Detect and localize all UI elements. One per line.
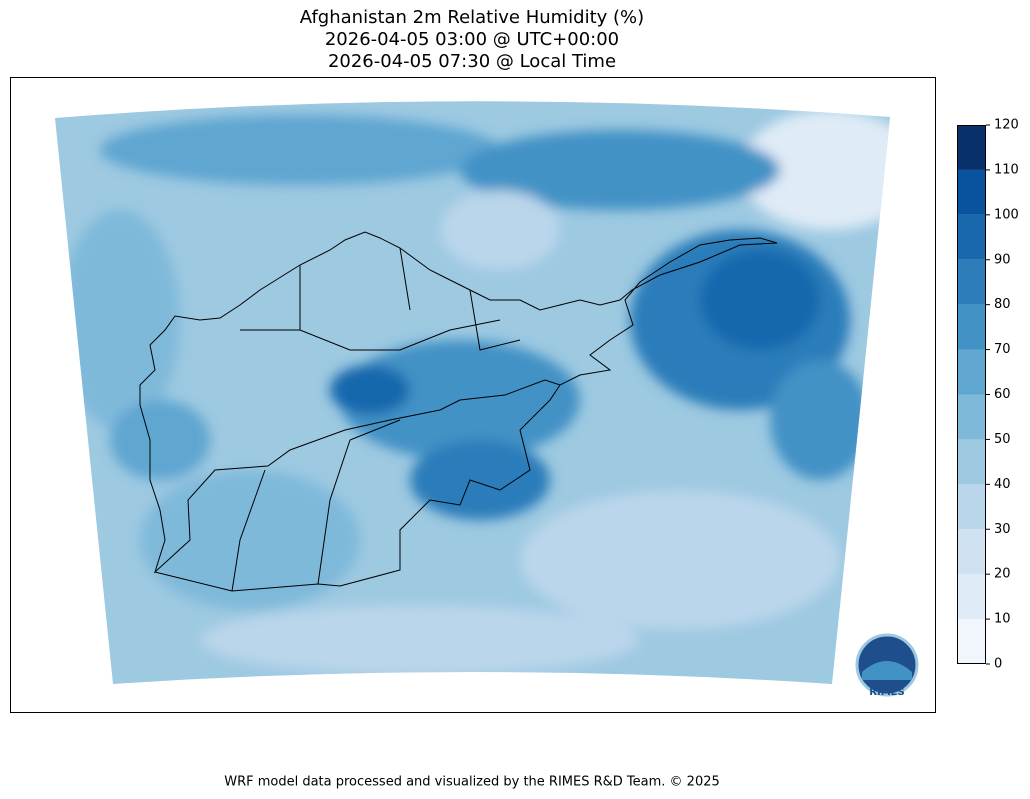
colorbar-band [957, 619, 986, 664]
colorbar-tick-label: 120 [994, 118, 1019, 133]
country-borders [139, 231, 778, 592]
logo: RIMES [855, 633, 919, 698]
title: Afghanistan 2m Relative Humidity (%) [300, 7, 644, 28]
colorbar-tick-label: 90 [994, 252, 1011, 267]
colorbar-band [957, 259, 986, 305]
colorbar-tick-label: 30 [994, 522, 1011, 537]
colorbar-band [957, 439, 986, 485]
colorbar-tick-label: 20 [994, 567, 1011, 582]
colorbar-tick-label: 110 [994, 162, 1019, 177]
colorbar-band [957, 394, 986, 440]
colorbar-tick-label: 0 [994, 657, 1002, 672]
colorbar-band [957, 304, 986, 350]
colorbar-tick-label: 100 [994, 207, 1019, 222]
colorbar-tick-label: 60 [994, 387, 1011, 402]
colorbar-tick-label: 50 [994, 432, 1011, 447]
colorbar-band [957, 574, 986, 620]
colorbar-tick-label: 10 [994, 612, 1011, 627]
colorbar-band [957, 529, 986, 575]
map-frame [10, 77, 936, 713]
colorbar-band [957, 169, 986, 215]
colorbar-frame [957, 125, 986, 664]
colorbar-band [957, 214, 986, 260]
colorbar-band [957, 349, 986, 395]
humidity-field [55, 101, 890, 684]
footer: WRF model data processed and visualized … [224, 775, 720, 790]
logo-text: RIMES [869, 687, 904, 698]
colorbar: 0 10 20 30 40 50 60 70 80 90 100 110 120 [957, 118, 1019, 672]
colorbar-tick-label: 80 [994, 297, 1011, 312]
colorbar-band [957, 125, 986, 170]
colorbar-tick-label: 70 [994, 342, 1011, 357]
colorbar-band [957, 484, 986, 530]
title: 2026-04-05 07:30 @ Local Time [328, 51, 616, 72]
colorbar-tick-label: 40 [994, 477, 1011, 492]
title: 2026-04-05 03:00 @ UTC+00:00 [325, 29, 619, 50]
